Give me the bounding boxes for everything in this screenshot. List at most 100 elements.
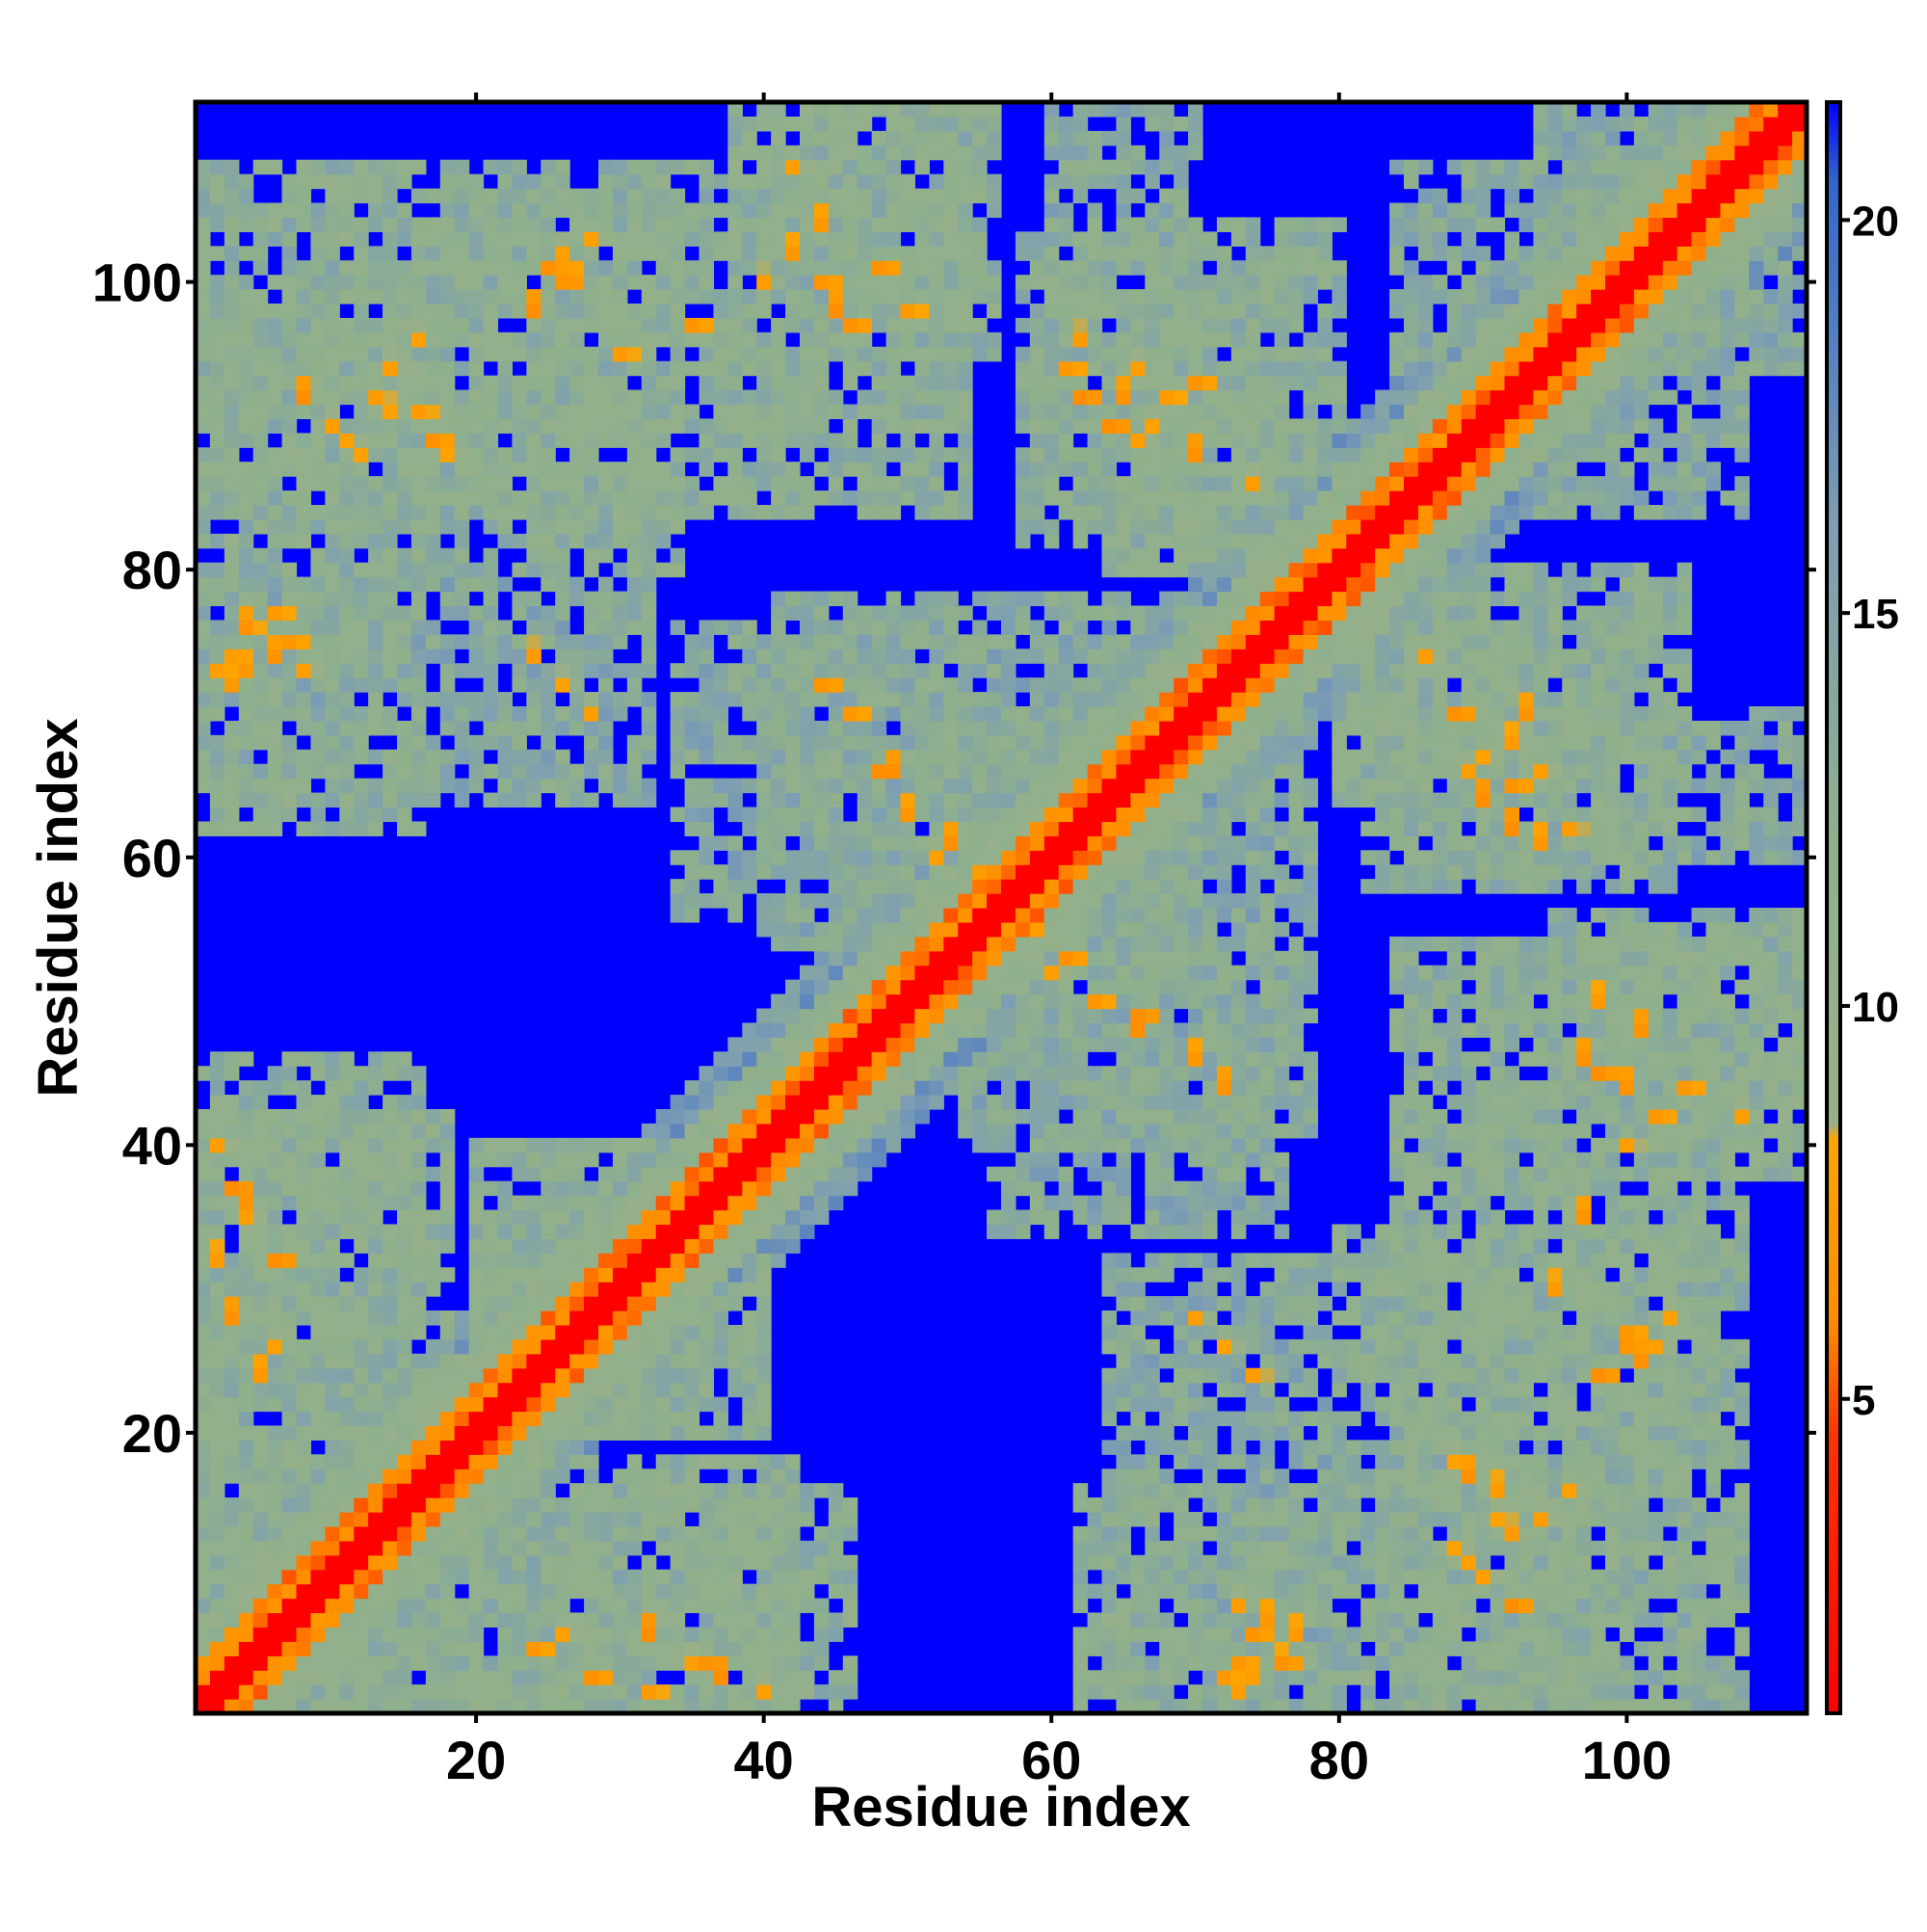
heatmap-cell [196,1497,211,1513]
heatmap-cell [252,1440,269,1455]
heatmap-cell [1072,965,1089,981]
heatmap-cell [842,921,858,938]
heatmap-cell [871,476,887,491]
heatmap-cell [655,505,672,520]
heatmap-cell [699,1180,715,1197]
heatmap-cell [196,591,211,607]
heatmap-cell [670,462,686,477]
heatmap-cell [914,1080,930,1096]
heatmap-cell [800,835,815,851]
heatmap-cell [339,505,355,520]
heatmap-cell [598,173,614,190]
heatmap-cell [742,850,757,865]
heatmap-cell [339,360,355,377]
heatmap-cell [397,1641,412,1656]
heatmap-cell [885,1037,902,1052]
heatmap-cell [958,807,973,823]
heatmap-cell [1015,950,1031,966]
heatmap-cell [224,1641,240,1656]
heatmap-cell [497,1583,514,1600]
heatmap-cell [383,159,398,175]
heatmap-cell [209,1109,225,1125]
heatmap-cell [296,217,312,232]
heatmap-cell [727,1641,743,1656]
heatmap-cell [325,1109,340,1125]
heatmap-cell [641,1627,657,1642]
heatmap-cell [439,304,456,319]
heatmap-cell [238,648,254,664]
heatmap-cell [354,562,369,578]
heatmap-cell [325,1540,340,1556]
heatmap-cell [383,1655,398,1671]
heatmap-cell [713,1180,728,1197]
heatmap-cell [885,231,902,247]
heatmap-cell [655,1195,672,1211]
heatmap-cell [569,1282,585,1297]
heatmap-cell [209,159,225,175]
heatmap-cell [383,562,398,578]
heatmap-cell [512,1296,527,1311]
heatmap-cell [871,835,887,851]
heatmap-cell [281,260,298,276]
heatmap-cell [439,1109,456,1125]
heatmap-cell [310,1151,326,1168]
heatmap-cell [267,692,283,707]
heatmap-cell [468,778,485,794]
heatmap-cell [526,289,541,304]
heatmap-cell [483,692,499,707]
heatmap-cell [196,1627,211,1642]
heatmap-cell [325,231,340,247]
heatmap-cell [569,720,585,736]
heatmap-cell [871,1008,887,1024]
heatmap-cell [296,1612,312,1628]
heatmap-cell [813,1554,830,1571]
heatmap-cell [296,1267,312,1283]
heatmap-cell [584,763,599,780]
heatmap-cell [727,1037,743,1052]
heatmap-cell [828,1569,844,1585]
heatmap-cell [1087,1670,1103,1685]
heatmap-cell [569,1367,585,1384]
heatmap-cell [454,692,470,707]
heatmap-cell [713,792,728,808]
heatmap-cell [368,792,383,808]
heatmap-cell [439,1512,456,1527]
heatmap-cell [1116,792,1131,808]
heatmap-cell [1043,188,1060,204]
heatmap-cell [699,1324,715,1340]
heatmap-cell [670,404,686,420]
heatmap-cell [943,1037,959,1052]
heatmap-cell [1101,1037,1118,1052]
heatmap-cell [842,360,858,377]
heatmap-cell [497,260,514,276]
heatmap-cell [684,1540,700,1556]
heatmap-cell [383,591,398,607]
heatmap-cell [483,1612,499,1628]
heatmap-cell [771,145,786,161]
heatmap-cell [800,1151,815,1168]
heatmap-cell [325,778,340,794]
heatmap-cell [209,1253,225,1268]
heatmap-cell [354,1180,369,1197]
heatmap-cell [1072,1627,1089,1642]
heatmap-cell [439,1324,456,1340]
heatmap-cell [641,706,657,722]
heatmap-cell [813,864,830,880]
heatmap-cell [512,1684,527,1700]
heatmap-cell [756,1684,772,1700]
heatmap-cell [383,1627,398,1642]
heatmap-cell [771,821,786,836]
heatmap-cell [727,1483,743,1498]
heatmap-cell [626,505,643,520]
heatmap-cell [1116,1699,1131,1713]
heatmap-cell [584,1396,599,1413]
heatmap-cell [1087,1612,1103,1628]
heatmap-cell [1001,692,1016,707]
heatmap-cell [238,1224,254,1239]
heatmap-cell [1015,1066,1031,1081]
heatmap-cell [800,1684,815,1700]
heatmap-cell [742,1655,757,1671]
heatmap-cell [900,879,916,894]
heatmap-cell [771,663,786,678]
heatmap-cell [497,648,514,664]
